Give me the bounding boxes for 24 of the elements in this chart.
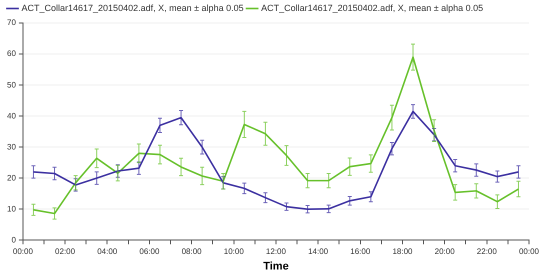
x-tick-label: 18:00 bbox=[392, 247, 414, 256]
x-tick-label: 20:00 bbox=[434, 247, 456, 256]
x-tick-label: 04:00 bbox=[97, 247, 118, 256]
y-tick-label: 30 bbox=[6, 142, 16, 152]
y-tick-label: 10 bbox=[6, 204, 16, 214]
x-tick-label: 06:00 bbox=[139, 247, 160, 256]
x-tick-label: 00:00 bbox=[518, 247, 540, 256]
x-tick-label: 08:00 bbox=[182, 247, 202, 256]
y-tick-label: 60 bbox=[6, 49, 16, 58]
x-tick-label: 10:00 bbox=[224, 247, 244, 256]
y-tick-label: 40 bbox=[6, 111, 16, 120]
legend-label: ACT_Collar14617_20150402.adf, X, mean ± alpha 0.05 bbox=[261, 2, 484, 13]
y-tick-label: 50 bbox=[6, 80, 16, 90]
y-tick-label: 70 bbox=[6, 18, 16, 28]
x-tick-label: 12:00 bbox=[266, 247, 287, 256]
x-tick-label: 22:00 bbox=[476, 247, 498, 256]
y-tick-label: 0 bbox=[11, 235, 16, 244]
x-tick-label: 14:00 bbox=[308, 247, 329, 256]
x-tick-label: 02:00 bbox=[55, 247, 76, 256]
x-axis-title: Time bbox=[263, 260, 289, 272]
legend-label: ACT_Collar14617_20150402.adf, X, mean ± alpha 0.05 bbox=[22, 2, 244, 13]
y-tick-label: 20 bbox=[6, 173, 16, 182]
x-tick-label: 00:00 bbox=[12, 247, 34, 256]
x-tick-label: 16:00 bbox=[350, 247, 371, 256]
